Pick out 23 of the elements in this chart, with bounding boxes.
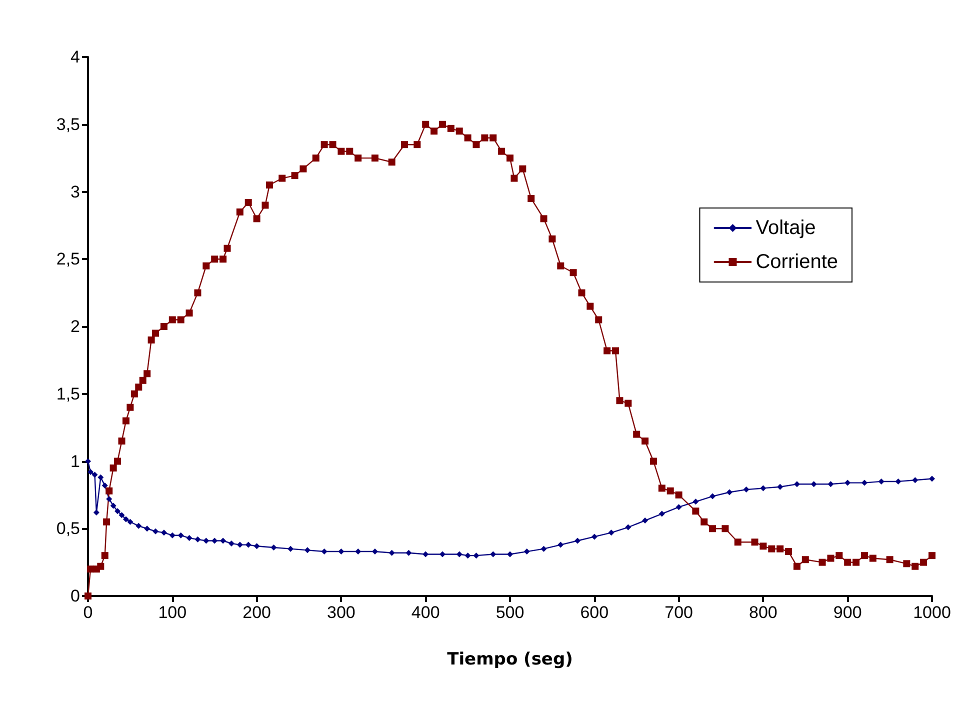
y-tick-label: 2 [70, 317, 80, 336]
x-tick-label: 200 [242, 603, 271, 622]
y-tick-label: 3,5 [56, 114, 80, 134]
y-tick-label: 4 [70, 48, 80, 66]
y-tick-label: 0 [70, 586, 80, 606]
x-tick-label: 700 [664, 603, 693, 622]
y-tick-label: 1,5 [56, 384, 80, 404]
x-tick-label: 1000 [913, 603, 951, 622]
x-tick-label: 0 [83, 603, 93, 622]
y-tick-label: 0,5 [56, 519, 80, 538]
x-axis-title: Tiempo (seg) [447, 650, 573, 670]
x-tick-label: 400 [411, 603, 440, 622]
y-tick-label: 3 [70, 182, 80, 202]
x-tick-label: 900 [833, 603, 862, 622]
legend-label: Voltaje [756, 217, 816, 239]
x-tick-label: 500 [496, 603, 524, 622]
y-tick-label: 2,5 [56, 250, 80, 269]
x-tick-label: 100 [158, 603, 187, 622]
x-tick-label: 800 [749, 603, 778, 622]
x-tick-label: 600 [580, 603, 609, 622]
y-tick-label: 1 [70, 452, 80, 471]
legend-label: Corriente [756, 251, 838, 273]
x-tick-label: 300 [327, 603, 356, 622]
